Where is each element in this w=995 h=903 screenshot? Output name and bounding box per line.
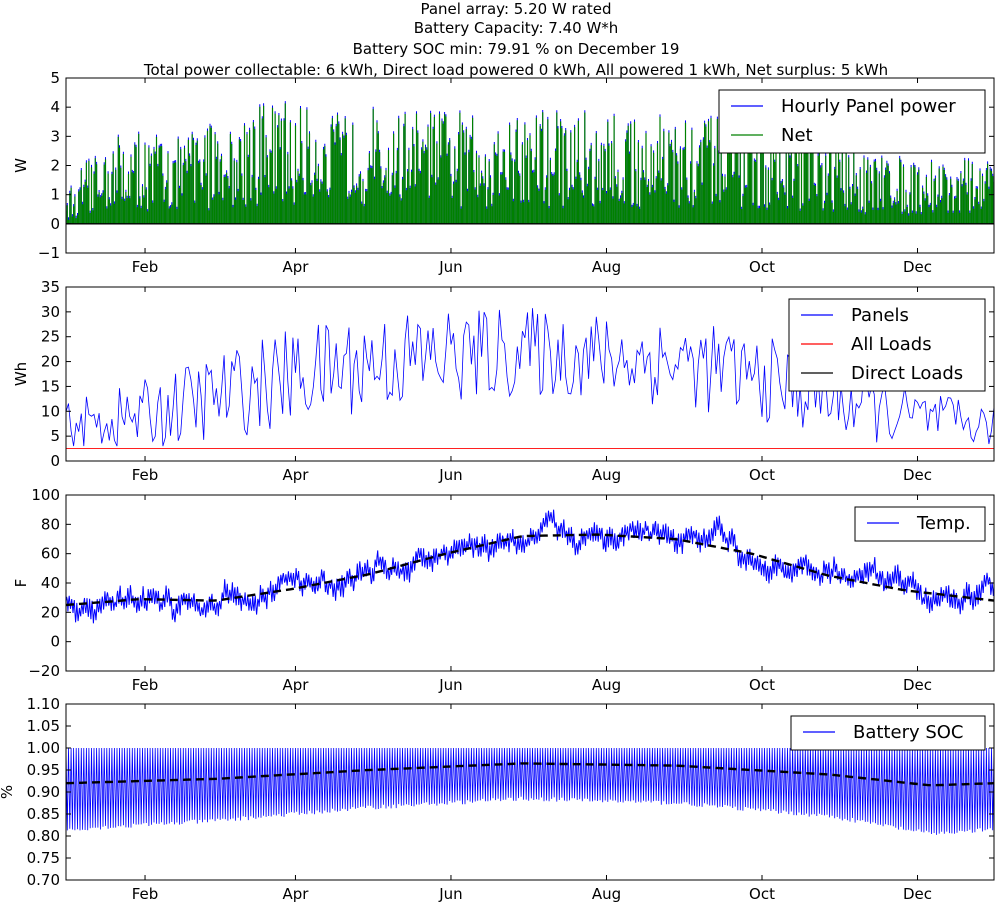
legend-label: Panels (851, 305, 909, 326)
y-tick-label: 100 (31, 486, 60, 504)
y-tick-label: 20 (41, 603, 60, 621)
x-tick-label: Jun (438, 258, 462, 276)
x-tick-label: Oct (749, 466, 775, 484)
daily-energy-axes: 0 5 10 15 20 25 30 35 Feb Apr Jun Aug Oct Dec Wh Panels… (12, 278, 995, 484)
legend-frame (854, 506, 986, 542)
x-tick-label: Feb (132, 258, 159, 276)
x-tick-label: Oct (749, 885, 775, 903)
x-tick-label: Aug (592, 885, 621, 903)
y-tick-label: 0.80 (27, 827, 60, 845)
series-soc-trend (66, 762, 994, 787)
x-tick-label: Feb (132, 466, 159, 484)
x-tick-label: Feb (132, 885, 159, 903)
x-tick-label: Dec (903, 258, 932, 276)
legend-label: Direct Loads (851, 363, 963, 384)
y-tick-label: 40 (41, 574, 60, 592)
series-temp-trend (66, 533, 994, 607)
y-tick-label: 1.00 (27, 739, 60, 757)
y-tick-label: 10 (41, 402, 60, 420)
y-axis-label: Wh (12, 362, 30, 386)
legend-label: Hourly Panel power (781, 96, 956, 117)
y-axis-label: F (12, 579, 30, 588)
y-tick-label: 60 (41, 545, 60, 563)
y-tick-label: 2 (50, 157, 60, 175)
x-tick-label: Oct (749, 676, 775, 694)
series-temp (66, 509, 994, 624)
plot-area (66, 101, 994, 225)
legend-frame (790, 715, 986, 751)
y-tick-label: −1 (38, 244, 60, 262)
y-tick-label: 80 (41, 515, 60, 533)
y-axis-label: W (12, 158, 30, 173)
y-tick-label: 3 (50, 127, 60, 145)
x-tick-label: Dec (903, 676, 932, 694)
legend-frame (718, 89, 986, 154)
y-tick-label: 1.05 (27, 717, 60, 735)
axes-frame (65, 286, 995, 462)
y-tick-label: −20 (28, 662, 60, 680)
series-battery-soc (66, 747, 994, 835)
y-tick-label: 15 (41, 377, 60, 395)
x-tick-label: Jun (438, 466, 462, 484)
y-axis-label: % (0, 785, 16, 799)
x-tick-label: Aug (592, 676, 621, 694)
legend: Hourly Panel power Net (718, 89, 986, 154)
title-line-4: Total power collectable: 6 kWh, Direct l… (143, 61, 888, 79)
legend: Panels All Loads Direct Loads (788, 298, 986, 392)
y-tick-label: 5 (50, 69, 60, 87)
x-tick-label: Jun (438, 676, 462, 694)
y-tick-label: 1.10 (27, 695, 60, 713)
plot-area (66, 747, 994, 835)
x-tick-label: Aug (592, 466, 621, 484)
y-tick-label: 1 (50, 186, 60, 204)
x-tick-label: Dec (903, 885, 932, 903)
y-tick-label: 0 (50, 452, 60, 470)
series-panels (66, 308, 994, 447)
title-line-1: Panel array: 5.20 W rated (420, 0, 611, 18)
x-tick-label: Feb (132, 676, 159, 694)
y-tick-label: 0.90 (27, 783, 60, 801)
title-line-2: Battery Capacity: 7.40 W*h (414, 19, 619, 37)
x-tick-label: Apr (282, 466, 309, 484)
legend-label: Temp. (916, 513, 971, 534)
legend: Temp. (854, 506, 986, 542)
y-tick-label: 0.75 (27, 849, 60, 867)
battery-soc-axes: 0.70 0.75 0.80 0.85 0.90 0.95 1.00 1.05 1.10 Feb A… (0, 695, 995, 903)
plot-area (66, 509, 994, 624)
series-net (66, 103, 994, 224)
x-tick-label: Dec (903, 466, 932, 484)
legend-frame (788, 298, 986, 392)
figure-title: Panel array: 5.20 W rated Battery Capaci… (143, 0, 888, 79)
panel-power-axes: −1 0 1 2 3 4 5 Feb Apr Jun Aug Oct Dec W Hourly Panel … (12, 69, 995, 276)
legend: Battery SOC (790, 715, 986, 751)
x-tick-label: Jun (438, 885, 462, 903)
x-tick-label: Apr (282, 258, 309, 276)
y-tick-label: 0 (50, 215, 60, 233)
legend-label: Battery SOC (853, 722, 964, 743)
x-tick-label: Apr (282, 885, 309, 903)
legend-label: All Loads (851, 334, 932, 355)
x-tick-label: Apr (282, 676, 309, 694)
y-tick-label: 0.95 (27, 761, 60, 779)
legend-label: Net (781, 125, 813, 146)
y-tick-label: 5 (50, 427, 60, 445)
x-tick-label: Aug (592, 258, 621, 276)
temperature-axes: −20 0 20 40 60 80 100 Feb Apr Jun Aug Oct Dec F Temp. (12, 486, 995, 694)
y-tick-label: 30 (41, 303, 60, 321)
x-tick-label: Oct (749, 258, 775, 276)
y-tick-label: 0.85 (27, 805, 60, 823)
y-tick-label: 0.70 (27, 871, 60, 889)
y-tick-label: 25 (41, 328, 60, 346)
title-line-3: Battery SOC min: 79.91 % on December 19 (353, 40, 680, 58)
y-tick-label: 35 (41, 278, 60, 296)
y-tick-label: 0 (50, 633, 60, 651)
plot-area (66, 308, 994, 461)
y-tick-label: 4 (50, 98, 60, 116)
y-tick-label: 20 (41, 353, 60, 371)
